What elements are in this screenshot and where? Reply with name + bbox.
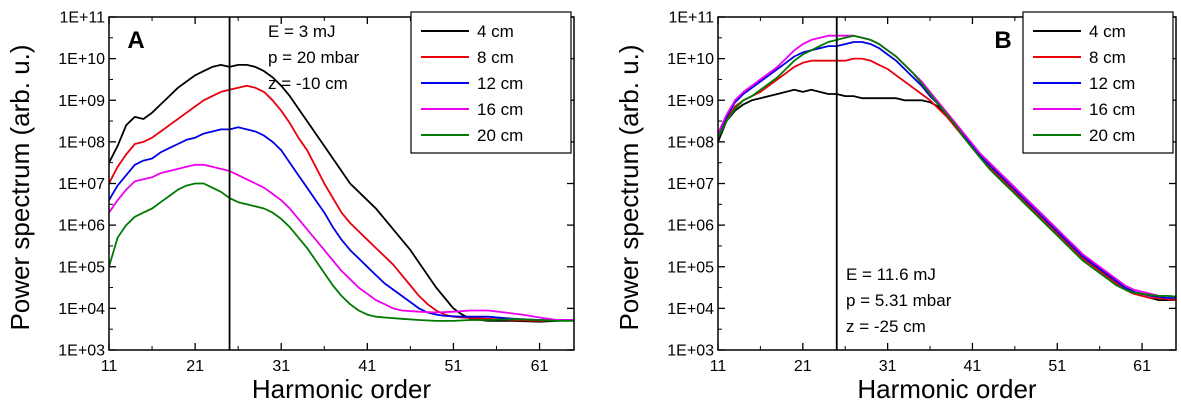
legend: 4 cm 8 cm 12 cm 16 cm 20 cm: [1022, 11, 1174, 154]
x-tick-label: 11: [710, 358, 727, 375]
series-line-16-cm: [718, 34, 1176, 298]
legend: 4 cm 8 cm 12 cm 16 cm 20 cm: [410, 11, 572, 154]
legend-label: 8 cm: [477, 48, 514, 67]
y-tick-label: 1E+04: [667, 301, 714, 318]
series-group: [109, 64, 574, 323]
x-tick-label: 21: [794, 358, 812, 375]
y-tick-label: 1E+06: [58, 218, 105, 235]
legend-label: 20 cm: [477, 126, 523, 145]
legend-label: 4 cm: [477, 22, 514, 41]
annotation-text: z = -25 cm: [846, 317, 926, 336]
y-tick-label: 1E+09: [58, 93, 105, 110]
annotation-text: E = 11.6 mJ: [846, 265, 936, 284]
chart-panel-b: 1E+03 1E+04 1E+05 1E+06 1E+07 1E+08 1E+09 1E+10…: [614, 10, 1177, 404]
x-tick-label: 21: [186, 358, 204, 375]
y-tick-label: 1E+11: [668, 10, 714, 27]
panel-letter: B: [994, 27, 1011, 54]
x-tick-label: 41: [358, 358, 376, 375]
y-tick-label: 1E+10: [667, 51, 714, 68]
x-tick-label: 31: [879, 358, 897, 375]
x-tick-label: 61: [1133, 358, 1151, 375]
series-line-16-cm: [109, 163, 574, 321]
y-tick-label: 1E+03: [58, 343, 105, 360]
series-group: [718, 34, 1176, 302]
series-line-12-cm: [109, 126, 574, 321]
y-tick-label: 1E+05: [58, 259, 105, 276]
x-tick-label: 11: [101, 358, 118, 375]
y-tick-label: 1E+09: [667, 93, 714, 110]
x-tick-label: 51: [445, 358, 463, 375]
y-axis-title: Power spectrum (arb. u.): [614, 44, 644, 330]
legend-label: 12 cm: [477, 74, 523, 93]
y-tick-label: 1E+07: [58, 176, 105, 193]
series-line-20-cm: [109, 182, 574, 322]
y-axis-title: Power spectrum (arb. u.): [5, 44, 35, 330]
x-axis-title: Harmonic order: [252, 374, 432, 404]
annotation-text: p = 20 mbar: [268, 48, 360, 67]
y-tick-label: 1E+08: [58, 134, 105, 151]
y-tick-label: 1E+10: [58, 51, 105, 68]
x-axis-title: Harmonic order: [857, 374, 1037, 404]
x-tick-label: 61: [531, 358, 549, 375]
y-tick-label: 1E+08: [667, 134, 714, 151]
legend-label: 16 cm: [1089, 100, 1135, 119]
y-tick-label: 1E+11: [59, 10, 105, 27]
annotation-text: z = -10 cm: [268, 74, 348, 93]
x-tick-label: 41: [964, 358, 982, 375]
annotation-text: p = 5.31 mbar: [846, 291, 952, 310]
chart-panel-a: 1E+03 1E+04 1E+05 1E+06 1E+07 1E+08 1E+09 1E+10…: [5, 10, 575, 404]
annotation-text: E = 3 mJ: [268, 22, 336, 41]
legend-label: 20 cm: [1089, 126, 1135, 145]
legend-label: 4 cm: [1089, 22, 1126, 41]
y-tick-label: 1E+07: [667, 176, 714, 193]
x-tick-label: 51: [1048, 358, 1066, 375]
y-tick-label: 1E+04: [58, 301, 105, 318]
series-line-4-cm: [109, 64, 574, 323]
legend-label: 12 cm: [1089, 74, 1135, 93]
series-line-20-cm: [718, 34, 1176, 298]
x-tick-label: 31: [272, 358, 290, 375]
series-line-8-cm: [718, 57, 1176, 301]
legend-label: 8 cm: [1089, 48, 1126, 67]
y-tick-label: 1E+03: [667, 343, 714, 360]
panel-letter: A: [127, 27, 144, 54]
legend-label: 16 cm: [477, 100, 523, 119]
y-tick-label: 1E+06: [667, 218, 714, 235]
y-tick-label: 1E+05: [667, 259, 714, 276]
